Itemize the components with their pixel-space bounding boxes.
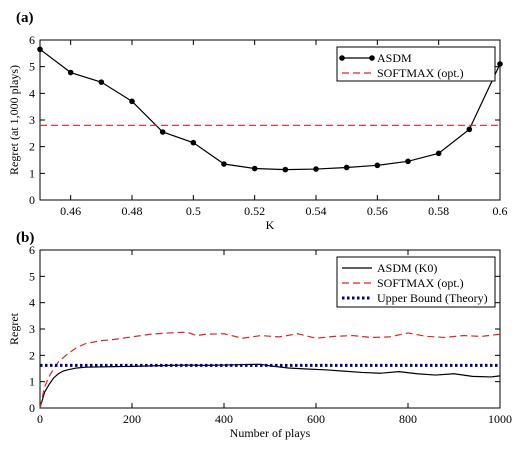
panel-a-xtick-label: 0.52 (244, 204, 265, 218)
panel-a-point-asdm (497, 61, 503, 67)
panel-a-xtick-label: 0.6 (493, 204, 508, 218)
panel-a-xtick-label: 0.56 (367, 204, 388, 218)
panel-a-ytick-label: 3 (29, 113, 35, 127)
panel-a-xtick-label: 0.54 (306, 204, 327, 218)
panel-a-ytick-label: 2 (29, 140, 35, 154)
panel-a-series-asdm (39, 48, 501, 171)
panel-a-point-asdm (251, 165, 258, 172)
panel-a-ylabel: Regret (at 1,000 plays) (7, 65, 21, 175)
panel-a-point-asdm (374, 162, 381, 169)
panel-a-ytick-label: 0 (29, 193, 35, 207)
panel-b-ylabel: Regret (7, 312, 21, 345)
panel-a-xtick-label: 0.46 (60, 204, 81, 218)
panel-a-legend: ASDM SOFTMAX (opt.) (336, 46, 496, 82)
legend-asdm-dot-left (339, 55, 345, 61)
panel-b-ticks: 0 1 2 3 4 5 6 0 200 400 600 800 1000 (29, 243, 512, 426)
panel-b-series-softmax-opt (39, 331, 501, 409)
panel-a-point-asdm (37, 46, 43, 53)
legend-softmax-b-label: SOFTMAX (opt.) (377, 276, 464, 290)
panel-a-point-asdm (221, 161, 227, 167)
panel-a-point-asdm (190, 139, 197, 146)
panel-a-point-asdm (159, 129, 166, 135)
legend-asdm-label: ASDM (377, 51, 412, 65)
panel-b-ytick-label: 3 (29, 322, 35, 336)
panel-a-xtick-label: 0.48 (122, 204, 143, 218)
panel-a-ticks: 0 1 2 3 4 5 6 0.46 0.48 0.5 0.52 0.54 0.56 0.58 0.6 (29, 33, 508, 218)
panel-a-xlabel: K (266, 218, 275, 232)
panel-a-point-asdm (129, 98, 135, 105)
panel-a-ytick-label: 6 (29, 33, 35, 47)
panel-a: (a) 0 1 2 3 4 5 6 0.46 0.48 0.5 0.52 0.54 0.56 0.58 0.… (7, 10, 508, 232)
legend-asdm-dot-right (369, 55, 375, 61)
panel-a-point-asdm (343, 164, 350, 171)
panel-a-point-asdm (313, 166, 319, 172)
panel-b-tag: (b) (16, 230, 34, 246)
panel-a-ytick-label: 5 (29, 60, 35, 74)
panel-b-xtick-label: 400 (215, 412, 233, 426)
panel-a-series (37, 46, 503, 173)
legend-softmax-label: SOFTMAX (opt.) (377, 66, 464, 80)
panel-b-legend: ASDM (K0) SOFTMAX (opt.) Upper Bound (Th… (336, 256, 496, 308)
panel-a-point-asdm (98, 79, 105, 85)
panel-a-xtick-label: 0.5 (186, 204, 201, 218)
panel-a-point-asdm (282, 166, 289, 173)
panel-b-ytick-label: 6 (29, 243, 35, 257)
panel-b-ytick-label: 4 (29, 296, 35, 310)
panel-a-tag: (a) (16, 10, 34, 26)
legend-upper-bound-label: Upper Bound (Theory) (377, 291, 488, 305)
panel-b-ytick-label: 0 (29, 401, 35, 415)
panel-a-legend-box (336, 46, 496, 82)
panel-b-xlabel: Number of plays (230, 426, 311, 440)
panel-a-ytick-label: 1 (29, 166, 35, 180)
panel-a-point-asdm (405, 158, 411, 165)
panel-b-series (39, 331, 501, 409)
panel-a-point-asdm (466, 126, 473, 133)
panel-b-ytick-label: 1 (29, 375, 35, 389)
panel-b-ytick-label: 5 (29, 269, 35, 283)
panel-b-xtick-label: 600 (307, 412, 325, 426)
panel-b: (b) 0 1 2 3 4 5 6 0 200 400 600 800 1000 Number of p… (7, 230, 512, 440)
legend-asdm-k0-label: ASDM (K0) (377, 261, 437, 275)
panel-a-xtick-label: 0.58 (428, 204, 449, 218)
panel-b-ytick-label: 2 (29, 348, 35, 362)
panel-b-xtick-label: 0 (37, 412, 43, 426)
panel-a-ytick-label: 4 (29, 86, 35, 100)
panel-b-xtick-label: 800 (399, 412, 417, 426)
panel-a-point-asdm (67, 69, 74, 76)
panel-b-series-asdm-k0 (39, 363, 501, 409)
panel-a-point-asdm (435, 150, 442, 157)
panel-b-xtick-label: 1000 (488, 412, 512, 426)
panel-b-xtick-label: 200 (123, 412, 141, 426)
